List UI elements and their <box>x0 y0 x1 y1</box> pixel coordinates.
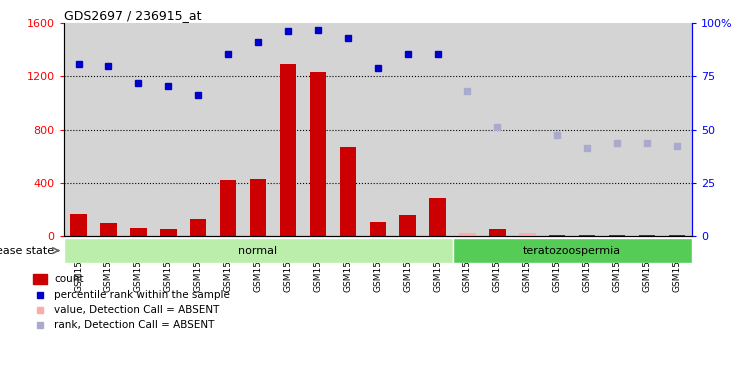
Bar <box>160 229 177 236</box>
Text: value, Detection Call = ABSENT: value, Detection Call = ABSENT <box>54 305 219 315</box>
Bar <box>310 72 326 236</box>
Bar <box>190 219 206 236</box>
Bar <box>542 23 572 236</box>
Bar <box>549 235 565 236</box>
Bar <box>482 23 512 236</box>
Bar <box>579 235 595 236</box>
Bar <box>662 23 692 236</box>
Bar <box>100 223 117 236</box>
Bar <box>489 229 506 236</box>
Text: count: count <box>54 274 84 284</box>
Bar <box>123 23 153 236</box>
Text: GDS2697 / 236915_at: GDS2697 / 236915_at <box>64 9 201 22</box>
Bar <box>363 23 393 236</box>
Bar <box>213 23 243 236</box>
Bar <box>250 179 266 236</box>
Bar <box>183 23 213 236</box>
Bar <box>33 275 47 284</box>
Bar <box>519 233 536 236</box>
Bar <box>130 228 147 236</box>
Text: percentile rank within the sample: percentile rank within the sample <box>54 290 230 300</box>
Bar <box>632 23 662 236</box>
Bar <box>609 235 625 236</box>
Bar <box>512 23 542 236</box>
Text: disease state: disease state <box>0 245 55 256</box>
Bar <box>64 238 453 263</box>
Bar <box>429 197 446 236</box>
Bar <box>64 23 94 236</box>
Bar <box>669 235 685 236</box>
Bar <box>94 23 123 236</box>
Bar <box>243 23 273 236</box>
Bar <box>220 180 236 236</box>
Bar <box>370 222 386 236</box>
Bar <box>453 238 692 263</box>
Text: rank, Detection Call = ABSENT: rank, Detection Call = ABSENT <box>54 320 215 330</box>
Bar <box>572 23 602 236</box>
Bar <box>273 23 303 236</box>
Text: normal: normal <box>239 245 278 256</box>
Bar <box>423 23 453 236</box>
Bar <box>303 23 333 236</box>
Bar <box>340 147 356 236</box>
Bar <box>280 65 296 236</box>
Bar <box>399 215 416 236</box>
Bar <box>639 235 655 236</box>
Bar <box>459 233 476 236</box>
Bar <box>453 23 482 236</box>
Bar <box>393 23 423 236</box>
Bar <box>70 214 87 236</box>
Text: teratozoospermia: teratozoospermia <box>523 245 622 256</box>
Bar <box>602 23 632 236</box>
Bar <box>153 23 183 236</box>
Bar <box>333 23 363 236</box>
